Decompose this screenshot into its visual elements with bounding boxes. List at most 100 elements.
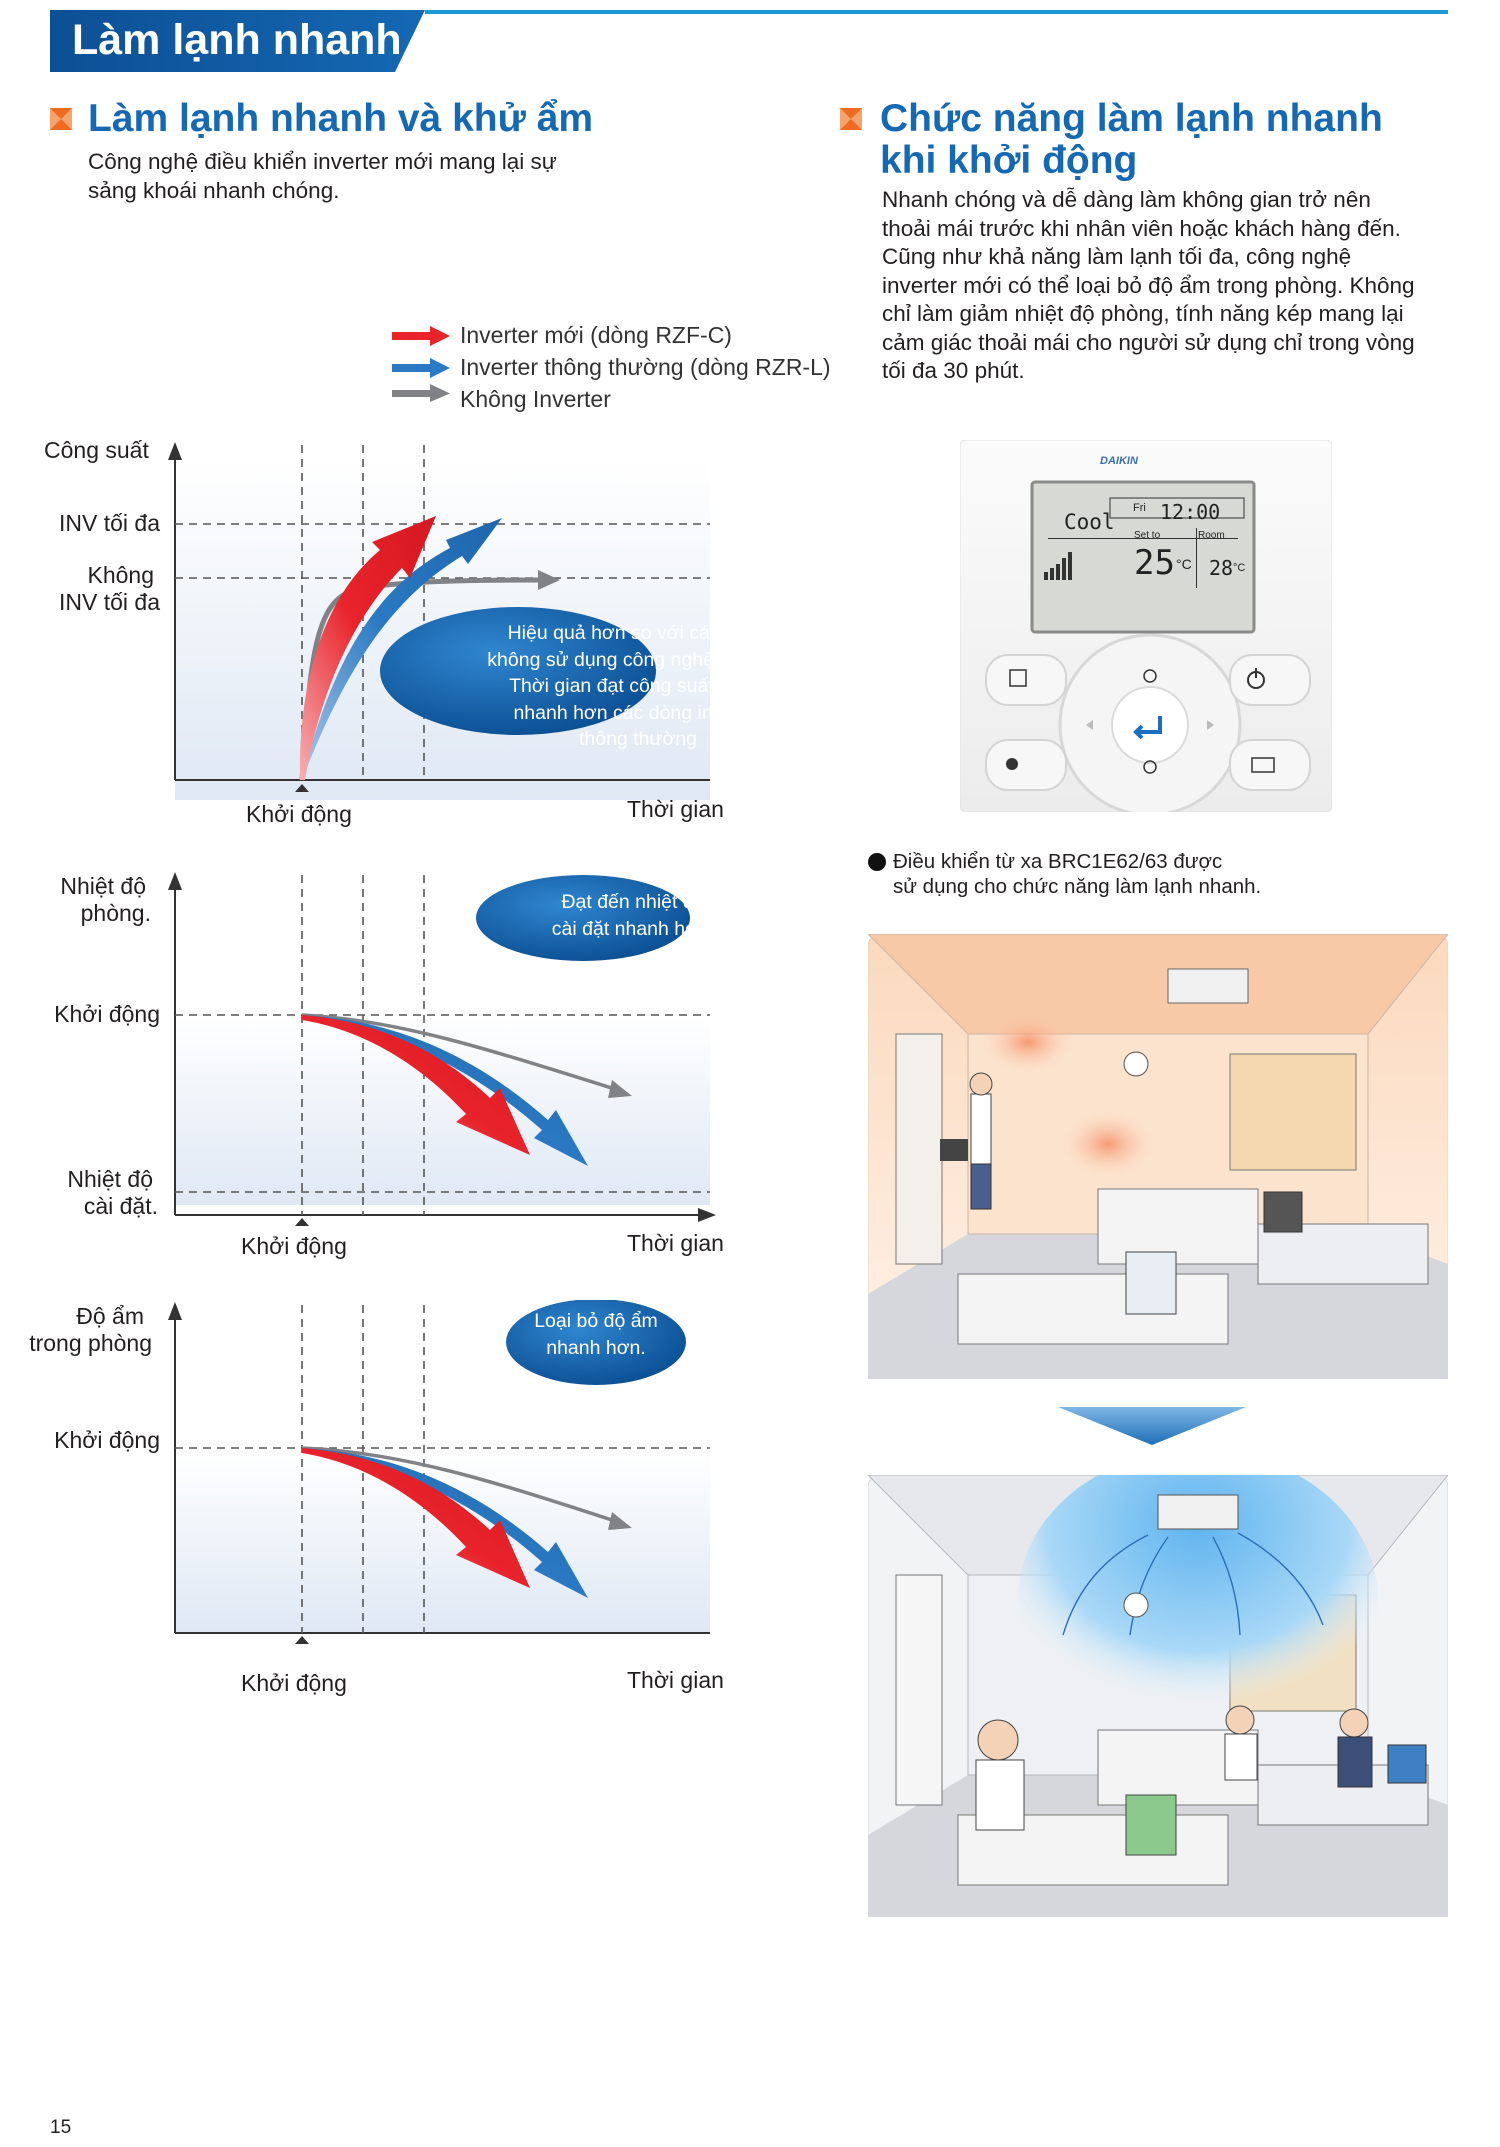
monitor	[1125, 1794, 1177, 1856]
non-inverter-arrowhead-icon	[538, 570, 560, 590]
left-section-description: Công nghệ điều khiển inverter mới mang l…	[88, 149, 557, 203]
capacity-y-title: Công suất	[44, 437, 149, 463]
remote-room-temp: 28	[1209, 556, 1234, 580]
monitor	[1263, 1191, 1303, 1233]
enter-arrow-icon	[1133, 716, 1162, 740]
new-inverter-arrow	[302, 1015, 530, 1155]
signal-bars-icon	[1044, 552, 1072, 580]
remote-caption: Điều khiển từ xa BRC1E62/63 được sử dụng…	[893, 850, 1262, 898]
temp-y-title-1: Nhiệt độ	[60, 873, 146, 899]
new-inverter-arrow	[302, 1448, 530, 1588]
humidity-x-end: Thời gian	[627, 1667, 724, 1693]
ceiling-ac-unit	[1167, 968, 1249, 1004]
menu-icon	[1251, 757, 1275, 773]
remote-set-label: Set to	[1134, 530, 1161, 541]
right-section-title: Chức năng làm lạnh nhanh khi khởi động	[880, 97, 1383, 182]
mode-icon	[1009, 669, 1027, 687]
plot-area	[175, 1448, 710, 1633]
humidity-chart	[168, 1300, 710, 1644]
y-axis-arrow-icon	[168, 442, 182, 460]
up-button-icon	[1143, 669, 1157, 683]
monitor	[1387, 1744, 1427, 1784]
person	[1339, 1708, 1369, 1738]
header-rule	[425, 10, 1448, 14]
monitor	[1125, 1251, 1177, 1315]
start-marker-icon	[295, 1218, 309, 1226]
new-inverter-arrow	[299, 516, 436, 780]
temp-y-set-2: cài đặt.	[83, 1193, 158, 1219]
legend-arrow-red-icon	[392, 326, 450, 346]
left-section-title: Làm lạnh nhanh và khử ẩm	[88, 97, 594, 140]
bullet-dot-icon	[868, 853, 886, 871]
remote-set-unit: °C	[1176, 556, 1192, 572]
legend-label-non-inverter: Không Inverter	[460, 386, 611, 412]
non-inverter-curve	[301, 1013, 619, 1092]
capacity-x-start: Khởi động	[246, 801, 352, 827]
temp-x-end: Thời gian	[627, 1230, 724, 1256]
capacity-bubble-text: Hiệu quả hơn so với các dòng không sử dụ…	[487, 622, 789, 750]
airflow-lines	[1062, 1532, 1324, 1636]
capacity-bubble	[380, 607, 656, 735]
remote-controller-image	[960, 440, 1332, 812]
capacity-label-inv-max: INV tối đa	[59, 510, 160, 536]
humidity-y-start: Khởi động	[54, 1427, 160, 1453]
start-marker-icon	[295, 1636, 309, 1644]
right-section-description: Nhanh chóng và dễ dàng làm không gian tr…	[882, 187, 1415, 383]
remote-set-temp: 25	[1134, 543, 1175, 583]
capacity-label-noninv-2: INV tối đa	[59, 589, 160, 615]
standard-inverter-arrow	[302, 1448, 588, 1598]
y-axis-arrow-icon	[168, 872, 182, 890]
standard-inverter-arrow	[302, 518, 502, 780]
temperature-bubble-text: Đạt đến nhiệt độ cài đặt nhanh hơn.	[551, 891, 715, 940]
hot-office-illustration	[868, 934, 1448, 1379]
ceiling-ac-unit	[1157, 1494, 1239, 1530]
humidity-x-start: Khởi động	[241, 1670, 347, 1696]
legend-label-standard-inverter: Inverter thông thường (dòng RZR-L)	[460, 354, 831, 380]
legend-label-new-inverter: Inverter mới (dòng RZF-C)	[460, 322, 732, 348]
remote-room-label: Room	[1198, 530, 1225, 541]
window	[1229, 1053, 1357, 1171]
capacity-label-noninv-1: Không	[87, 562, 154, 588]
down-button-icon	[1143, 760, 1157, 774]
temperature-bubble	[476, 875, 690, 961]
humidity-bubble-text: Loại bỏ độ ẩm nhanh hơn.	[534, 1310, 658, 1359]
remote-day: Fri	[1133, 502, 1146, 514]
capacity-x-end: Thời gian	[627, 796, 724, 822]
clock-icon	[1123, 1051, 1149, 1077]
remote-brand: DAIKIN	[1100, 455, 1138, 467]
header-banner	[50, 10, 425, 72]
temperature-chart	[168, 872, 716, 1226]
remote-time: 12:00	[1160, 500, 1221, 524]
orange-bullet-icon	[50, 108, 72, 130]
person	[970, 1093, 992, 1165]
legend-arrow-gray-icon	[392, 384, 450, 402]
capacity-chart	[168, 442, 710, 800]
person	[977, 1719, 1019, 1761]
y-axis-arrow-icon	[168, 1302, 182, 1320]
door	[895, 1033, 943, 1265]
down-arrow-icon	[1058, 1407, 1246, 1445]
temp-y-set-1: Nhiệt độ	[67, 1166, 153, 1192]
legend-arrows	[392, 326, 450, 402]
door	[895, 1574, 943, 1806]
humidity-y-title-1: Độ ẩm	[76, 1303, 144, 1329]
humidity-bubble	[506, 1300, 686, 1385]
clock-icon	[1123, 1592, 1149, 1618]
non-inverter-arrowhead-icon	[608, 1512, 632, 1530]
cool-air-area	[1018, 1475, 1378, 1750]
remote-mode: Cool	[1064, 510, 1115, 534]
humidity-y-title-2: trong phòng	[29, 1330, 152, 1356]
plot-area	[175, 1015, 710, 1205]
legend-arrow-blue-icon	[392, 358, 450, 378]
x-axis-arrow-icon	[698, 1208, 716, 1222]
standard-inverter-arrow	[302, 1015, 588, 1166]
page-title: Làm lạnh nhanh	[72, 16, 402, 64]
person	[1225, 1705, 1255, 1735]
non-inverter-curve	[301, 1446, 619, 1524]
temp-y-start: Khởi động	[54, 1001, 160, 1027]
fan-icon	[1006, 758, 1018, 770]
cool-office-illustration	[868, 1475, 1448, 1917]
start-marker-icon	[295, 784, 309, 792]
temp-x-start: Khởi động	[241, 1233, 347, 1259]
remote-room-unit: °C	[1233, 562, 1246, 574]
